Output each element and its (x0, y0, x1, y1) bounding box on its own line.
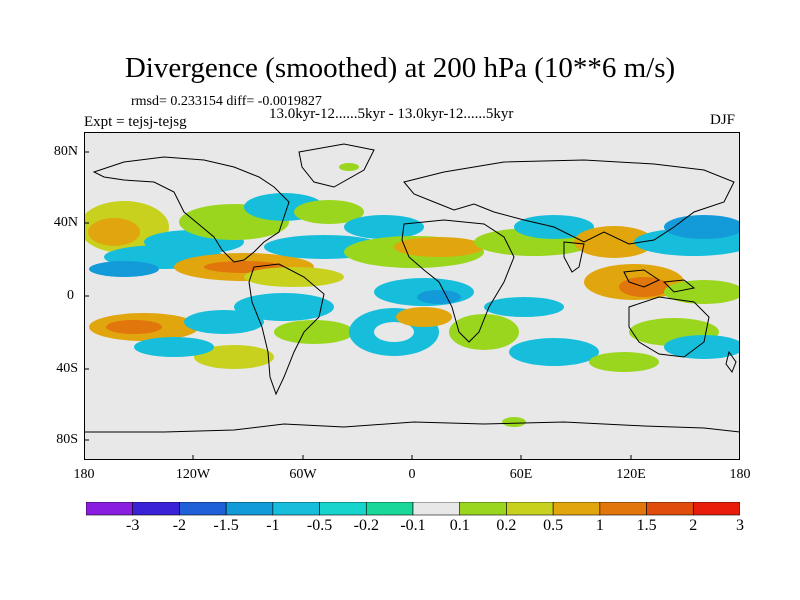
colorbar-label: 3 (736, 517, 744, 534)
colorbar-label: -1 (266, 517, 280, 534)
colorbar-label: 0.5 (543, 517, 564, 534)
lat-label-80n: 80N (53, 144, 78, 159)
colorbar-swatch (692, 502, 740, 516)
lon-label-180-left: 180 (73, 467, 95, 482)
lon-label-0: 0 (408, 467, 416, 482)
divergence-map (84, 132, 740, 460)
coastlines (84, 143, 740, 433)
colorbar-swatch (412, 502, 461, 516)
colorbar-label: 2 (689, 517, 698, 534)
lat-label-80s: 80S (56, 432, 78, 447)
colorbar-swatch (506, 502, 554, 516)
colorbar-swatch (599, 502, 647, 516)
lat-label-40n: 40N (53, 215, 78, 230)
colorbar-label: 1 (595, 517, 604, 534)
colorbar-label: 1.5 (636, 517, 657, 534)
lon-label-60w: 60W (289, 467, 317, 482)
stats-text: rmsd= 0.233154 diff= -0.0019827 (131, 94, 322, 109)
colorbar-label: -2 (172, 517, 187, 534)
period-text: 13.0kyr-12......5kyr - 13.0kyr-12......5… (269, 106, 514, 122)
colorbar-swatch (319, 502, 367, 516)
lon-label-60e: 60E (509, 467, 533, 482)
colorbar-label: -0.5 (306, 517, 333, 534)
lon-label-120e: 120E (616, 467, 646, 482)
colorbar-swatch (552, 502, 601, 516)
colorbar (86, 502, 740, 516)
colorbar-label: -0.1 (400, 517, 426, 534)
colorbar-swatch (225, 502, 274, 516)
colorbar-label: 0.2 (496, 517, 517, 534)
colorbar-label: -1.5 (213, 517, 239, 534)
lat-label-40s: 40S (56, 361, 78, 376)
colorbar-swatch (179, 502, 227, 516)
colorbar-label: 0.1 (449, 517, 470, 534)
colorbar-swatch (272, 502, 320, 516)
chart-title: Divergence (smoothed) at 200 hPa (10**6 … (124, 52, 676, 84)
divergence-field (84, 163, 740, 427)
map-ticks (84, 151, 740, 460)
colorbar-label: -0.2 (353, 517, 379, 534)
colorbar-swatch (86, 502, 134, 516)
lat-label-0: 0 (67, 288, 74, 303)
lon-label-120w: 120W (175, 467, 211, 482)
colorbar-swatch (365, 502, 414, 516)
colorbar-swatch (646, 502, 694, 516)
season-label: DJF (710, 112, 736, 128)
colorbar-swatch (459, 502, 507, 516)
colorbar-swatch (132, 502, 180, 516)
lon-label-180-right: 180 (729, 467, 751, 482)
experiment-label: Expt = tejsj-tejsg (84, 114, 187, 130)
colorbar-label: -3 (126, 517, 140, 534)
